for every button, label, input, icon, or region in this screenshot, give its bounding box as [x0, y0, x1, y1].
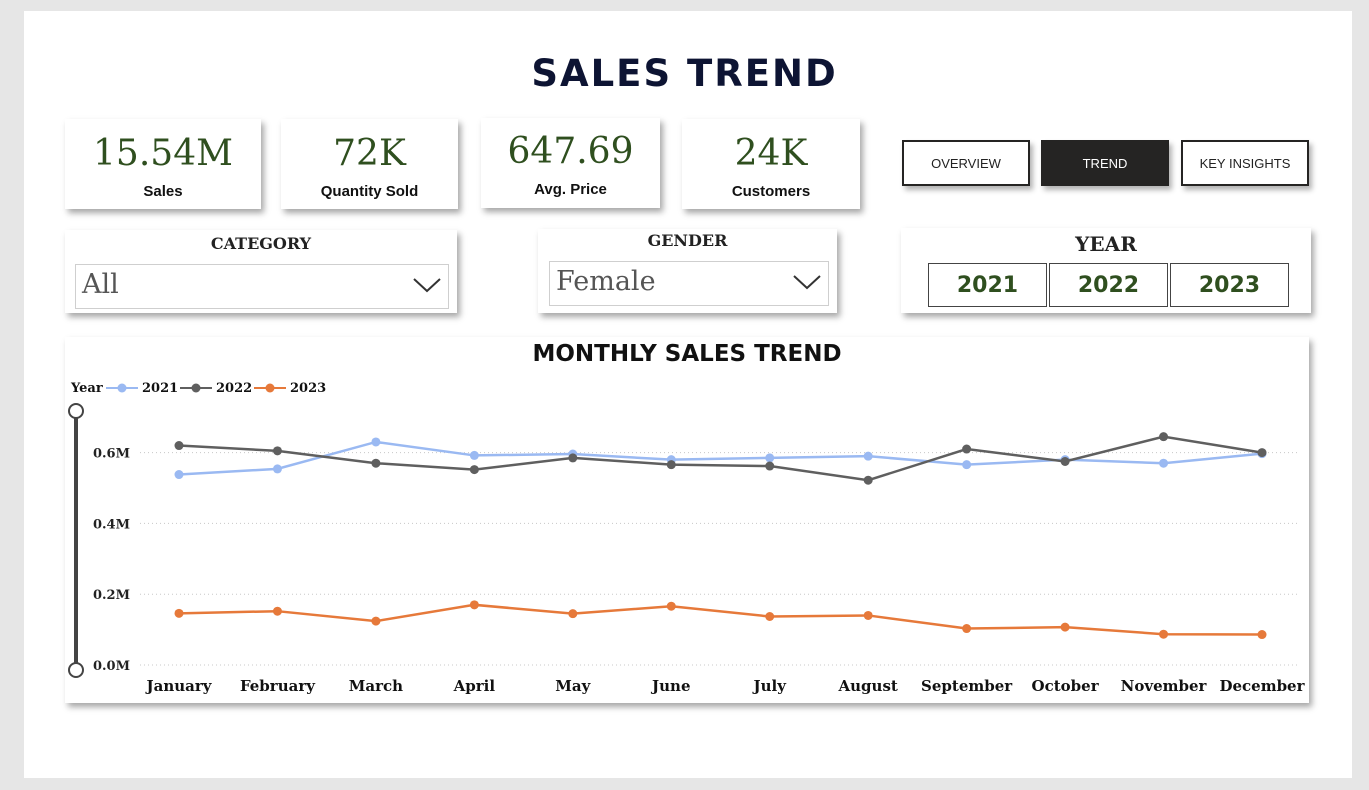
kpi-label: Quantity Sold — [320, 183, 419, 200]
x-tick-label: May — [555, 677, 591, 695]
kpi-label: Avg. Price — [534, 181, 607, 198]
kpi-card-sales: 15.54M Sales — [65, 119, 261, 209]
kpi-card-quantity: 72K Quantity Sold — [281, 119, 458, 209]
kpi-value: 24K — [734, 133, 808, 174]
data-point-2022 — [1257, 448, 1267, 458]
data-point-2022 — [1060, 456, 1070, 466]
data-point-2021 — [272, 464, 282, 474]
series-line-2023 — [178, 603, 1263, 636]
x-tick-label: June — [650, 677, 690, 695]
kpi-value: 15.54M — [93, 133, 233, 174]
legend-entry: 2021 — [142, 381, 178, 396]
year-button-2023[interactable]: 2023 — [1170, 263, 1289, 307]
data-point-2022 — [1159, 432, 1169, 442]
legend-marker — [117, 383, 127, 393]
nav-key-insights-button[interactable]: KEY INSIGHTS — [1181, 140, 1309, 186]
data-point-2022 — [568, 453, 578, 463]
data-point-2021 — [174, 470, 184, 480]
legend-title: Year — [70, 381, 103, 396]
gender-slicer: GENDER Female — [538, 229, 837, 313]
data-point-2023 — [863, 610, 873, 620]
data-point-2023 — [469, 600, 479, 610]
x-tick-label: January — [145, 677, 213, 695]
category-dropdown-value: All — [82, 269, 119, 300]
legend-marker — [265, 383, 275, 393]
x-tick-label: April — [453, 677, 496, 695]
nav-trend-button[interactable]: TREND — [1041, 140, 1169, 186]
y-tick-label: 0.6M — [93, 447, 130, 462]
x-tick-label: December — [1219, 677, 1305, 695]
category-slicer: CATEGORY All — [65, 230, 457, 313]
chart-title: MONTHLY SALES TREND — [532, 341, 842, 367]
kpi-label: Customers — [731, 183, 811, 200]
category-dropdown[interactable]: All — [75, 264, 449, 309]
data-point-2021 — [765, 453, 775, 463]
x-tick-label: September — [921, 677, 1013, 695]
x-tick-label: February — [240, 677, 316, 695]
monthly-sales-chart: MONTHLY SALES TREND — [65, 337, 1309, 703]
range-slider-handle-top — [68, 403, 84, 419]
y-tick-label: 0.0M — [93, 659, 130, 674]
data-point-2023 — [666, 601, 676, 611]
data-point-2023 — [1060, 622, 1070, 632]
year-slicer-title: YEAR — [1075, 232, 1137, 256]
range-slider-handle-bottom — [68, 662, 84, 678]
category-slicer-title: CATEGORY — [210, 234, 312, 253]
legend-entry: 2023 — [290, 381, 326, 396]
data-point-2022 — [174, 441, 184, 451]
kpi-card-customers: 24K Customers — [682, 119, 860, 209]
kpi-label: Sales — [143, 183, 183, 200]
data-point-2022 — [272, 446, 282, 456]
data-point-2023 — [568, 609, 578, 619]
x-tick-label: July — [752, 677, 788, 695]
data-point-2023 — [1159, 629, 1169, 639]
nav-overview-button[interactable]: OVERVIEW — [902, 140, 1030, 186]
series-line-2022 — [178, 435, 1263, 482]
data-point-2023 — [272, 606, 282, 616]
data-point-2021 — [962, 460, 972, 470]
data-point-2021 — [1159, 458, 1169, 468]
data-point-2022 — [666, 460, 676, 470]
y-tick-label: 0.2M — [93, 588, 130, 603]
legend-marker — [191, 383, 201, 393]
x-tick-label: August — [838, 677, 898, 695]
data-point-2023 — [765, 612, 775, 622]
data-point-2023 — [1257, 630, 1267, 640]
data-point-2022 — [765, 461, 775, 471]
data-point-2021 — [371, 437, 381, 447]
page-title: SALES TREND — [531, 52, 838, 95]
data-point-2022 — [962, 444, 972, 454]
data-point-2022 — [469, 465, 479, 475]
kpi-value: 647.69 — [507, 131, 634, 172]
data-point-2021 — [863, 451, 873, 461]
year-button-2022[interactable]: 2022 — [1049, 263, 1168, 307]
data-point-2022 — [371, 458, 381, 468]
gender-dropdown-value: Female — [556, 266, 656, 297]
data-point-2022 — [863, 475, 873, 485]
data-point-2023 — [371, 616, 381, 626]
year-button-2021[interactable]: 2021 — [928, 263, 1047, 307]
x-tick-label: November — [1121, 677, 1208, 695]
x-tick-label: October — [1032, 677, 1100, 695]
gender-dropdown[interactable]: Female — [549, 261, 829, 306]
series-line-2021 — [178, 440, 1263, 476]
legend-entry: 2022 — [216, 381, 252, 396]
data-point-2021 — [469, 450, 479, 460]
data-point-2023 — [962, 624, 972, 634]
chevron-down-icon[interactable] — [792, 272, 822, 292]
y-tick-label: 0.4M — [93, 517, 130, 532]
kpi-value: 72K — [333, 133, 406, 174]
gender-slicer-title: GENDER — [647, 231, 728, 250]
x-tick-label: March — [349, 677, 403, 695]
data-point-2023 — [174, 608, 184, 618]
kpi-card-avg-price: 647.69 Avg. Price — [481, 118, 660, 208]
chevron-down-icon[interactable] — [412, 275, 442, 295]
